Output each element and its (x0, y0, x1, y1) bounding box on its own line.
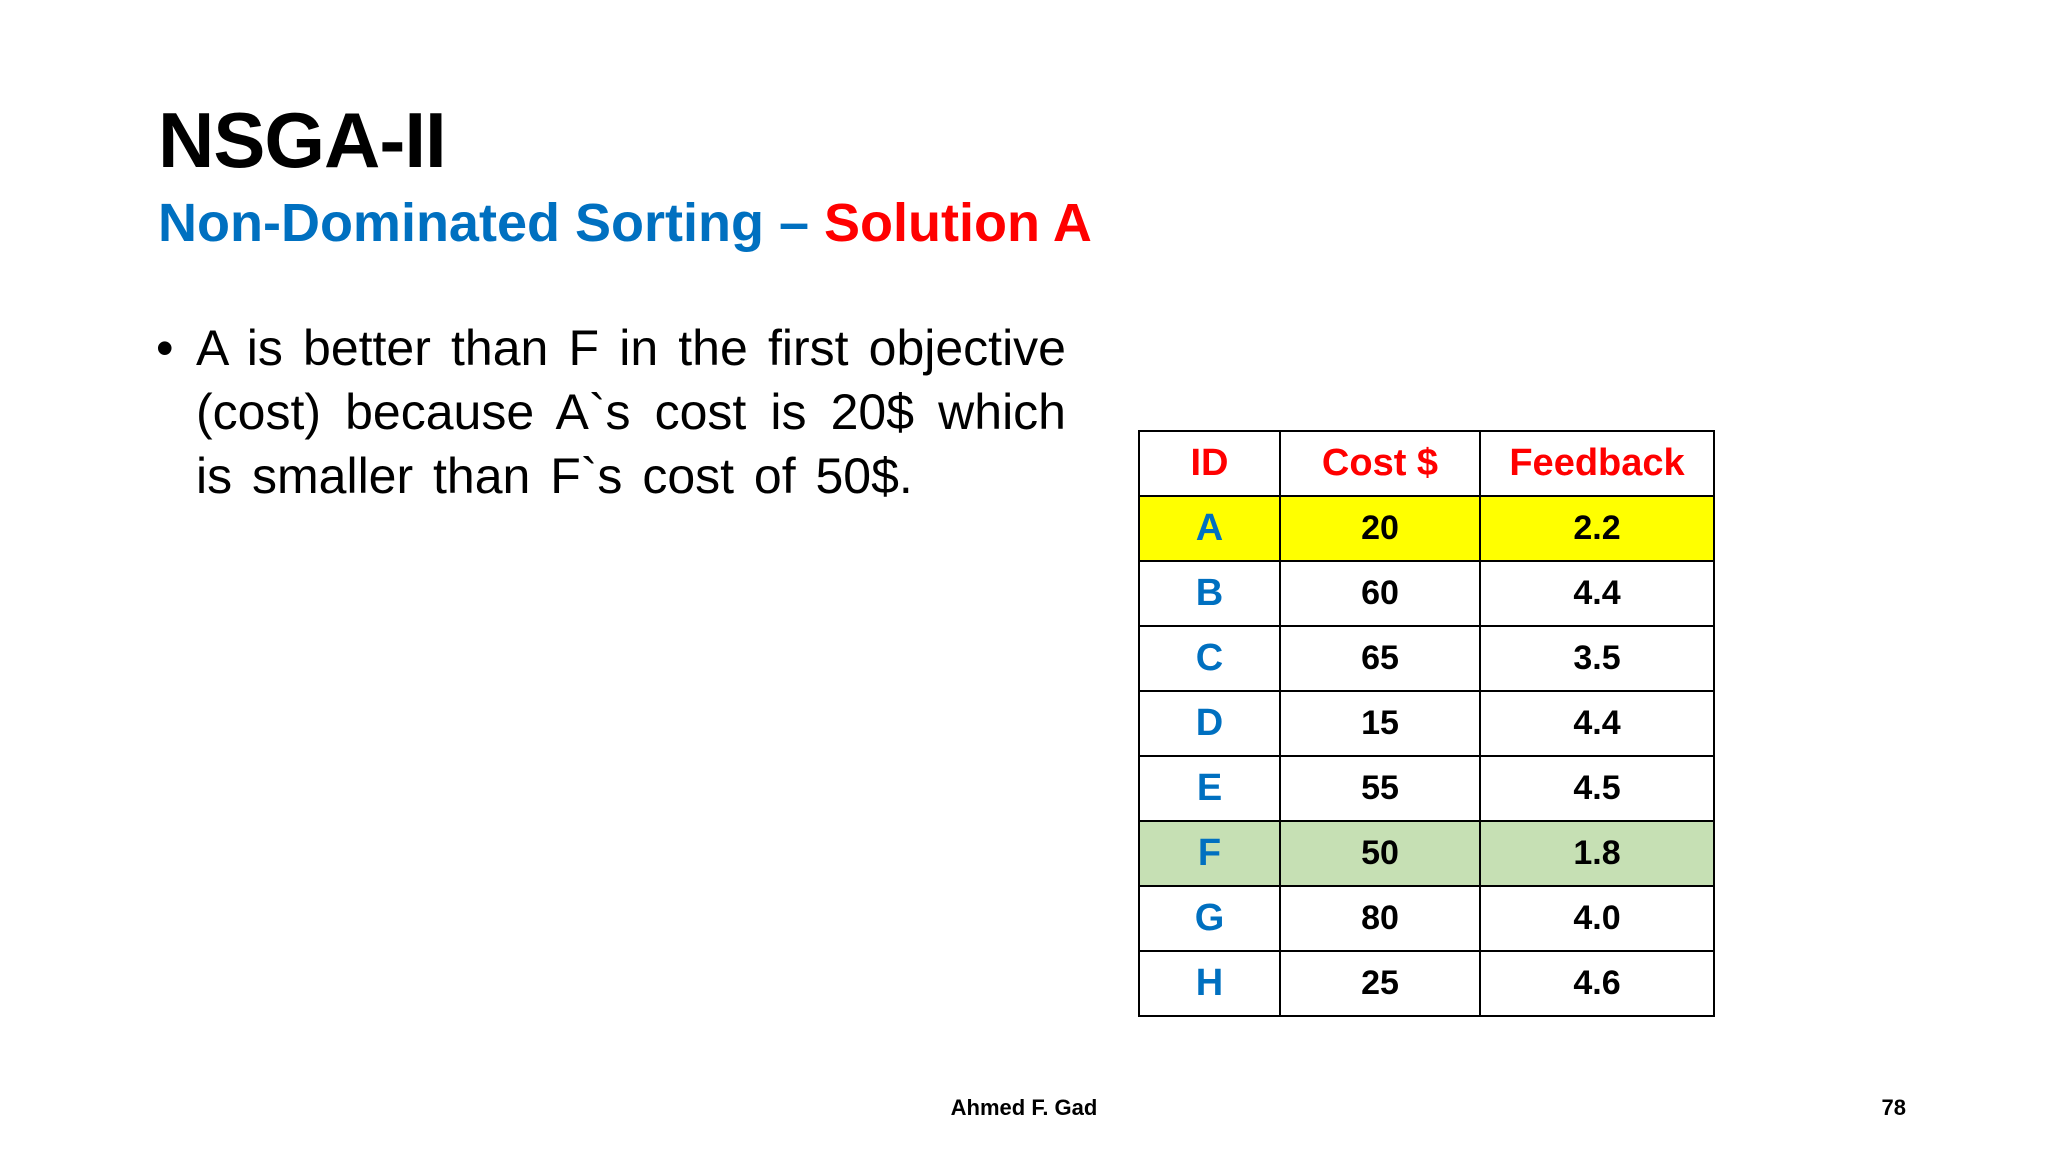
subtitle-solution: Solution A (823, 193, 1092, 253)
bullet-icon: • (156, 320, 174, 376)
cell-id: H (1138, 950, 1281, 1017)
table-header-row: ID Cost $ Feedback (1138, 430, 1715, 497)
cell-id: A (1138, 495, 1281, 562)
cell-id: E (1138, 755, 1281, 822)
table-row-d: D 15 4.4 (1138, 690, 1715, 757)
footer-author: Ahmed F. Gad (950, 1095, 1098, 1120)
cell-feedback: 2.2 (1479, 495, 1715, 562)
table-row-b: B 60 4.4 (1138, 560, 1715, 627)
solutions-table: ID Cost $ Feedback A 20 2.2 B 60 4.4 C 6… (1138, 430, 1715, 1017)
cell-id: C (1138, 625, 1281, 692)
cell-cost: 15 (1279, 690, 1481, 757)
cell-cost: 20 (1279, 495, 1481, 562)
table-row-f: F 50 1.8 (1138, 820, 1715, 887)
cell-cost: 80 (1279, 885, 1481, 952)
cell-feedback: 3.5 (1479, 625, 1715, 692)
slide-title: NSGA-II (158, 96, 447, 184)
cell-id: G (1138, 885, 1281, 952)
cell-cost: 55 (1279, 755, 1481, 822)
table-row-h: H 25 4.6 (1138, 950, 1715, 1017)
cell-cost: 65 (1279, 625, 1481, 692)
table-row-a: A 20 2.2 (1138, 495, 1715, 562)
cell-feedback: 4.5 (1479, 755, 1715, 822)
page-number: 78 (1881, 1095, 1906, 1120)
subtitle-topic: Non-Dominated Sorting – (158, 193, 824, 253)
cell-feedback: 4.4 (1479, 560, 1715, 627)
cell-feedback: 4.6 (1479, 950, 1715, 1017)
header-cost: Cost $ (1279, 430, 1481, 497)
table-row-g: G 80 4.0 (1138, 885, 1715, 952)
table-row-c: C 65 3.5 (1138, 625, 1715, 692)
cell-cost: 25 (1279, 950, 1481, 1017)
cell-id: F (1138, 820, 1281, 887)
cell-cost: 60 (1279, 560, 1481, 627)
table-row-e: E 55 4.5 (1138, 755, 1715, 822)
header-feedback: Feedback (1479, 430, 1715, 497)
cell-id: B (1138, 560, 1281, 627)
slide-subtitle: Non-Dominated Sorting – Solution A (158, 190, 1092, 256)
cell-feedback: 4.0 (1479, 885, 1715, 952)
bullet-text: A is better than F in the first objectiv… (196, 320, 1066, 504)
header-id: ID (1138, 430, 1281, 497)
cell-feedback: 1.8 (1479, 820, 1715, 887)
bullet-point: • A is better than F in the first object… (156, 316, 1066, 508)
cell-feedback: 4.4 (1479, 690, 1715, 757)
cell-cost: 50 (1279, 820, 1481, 887)
cell-id: D (1138, 690, 1281, 757)
